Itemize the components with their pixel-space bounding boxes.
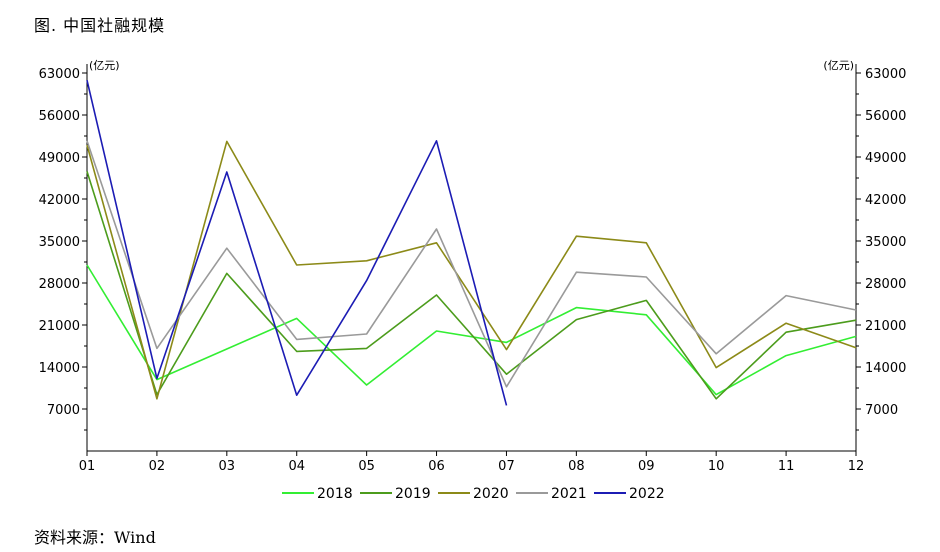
left-y-tick-label: 42000 [39, 193, 80, 208]
right-y-tick-label: 35000 [865, 235, 906, 250]
x-tick-label: 01 [79, 459, 96, 474]
left-y-tick-label: 28000 [39, 277, 80, 292]
legend-label-2020: 2020 [473, 486, 509, 502]
right-y-tick-label: 63000 [865, 67, 906, 82]
legend-label-2018: 2018 [317, 486, 353, 502]
series-line-2019 [86, 171, 857, 400]
left-y-tick-label: 14000 [39, 361, 80, 376]
x-tick-label: 08 [568, 459, 585, 474]
right-y-tick-label: 28000 [865, 277, 906, 292]
left-y-tick-label: 63000 [39, 67, 80, 82]
x-tick-label: 07 [498, 459, 515, 474]
right-y-tick-label: 14000 [865, 361, 906, 376]
figure-title: 图. 中国社融规模 [34, 16, 166, 35]
left-y-tick-label: 56000 [39, 109, 80, 124]
right-y-tick-label: 56000 [865, 109, 906, 124]
legend: 2018 2019 2020 2021 2022 [282, 486, 665, 502]
left-y-tick-label: 35000 [39, 235, 80, 250]
series-line-2022 [86, 80, 508, 406]
x-tick-label: 02 [149, 459, 166, 474]
line-chart: (亿元) (亿元) 7000 7000 14000 14000 21000 21000 2800… [39, 59, 907, 502]
left-y-tick-label: 7000 [47, 403, 80, 418]
left-y-tick-label: 21000 [39, 319, 80, 334]
series-lines [86, 80, 857, 406]
series-line-2020 [86, 140, 857, 400]
x-tick-label: 12 [848, 459, 865, 474]
right-y-tick-label: 49000 [865, 151, 906, 166]
legend-label-2022: 2022 [629, 486, 665, 502]
right-y-tick-label: 21000 [865, 319, 906, 334]
x-tick-label: 06 [428, 459, 445, 474]
source-note: 资料来源：Wind [34, 528, 156, 547]
right-y-tick-label: 42000 [865, 193, 906, 208]
series-line-2021 [86, 140, 857, 388]
x-tick-label: 11 [778, 459, 795, 474]
left-y-tick-label: 49000 [39, 151, 80, 166]
right-y-tick-label: 7000 [865, 403, 898, 418]
legend-label-2021: 2021 [551, 486, 587, 502]
x-tick-label: 04 [288, 459, 305, 474]
legend-label-2019: 2019 [395, 486, 431, 502]
x-tick-label: 05 [358, 459, 375, 474]
x-tick-label: 03 [219, 459, 236, 474]
right-axis-unit: (亿元) [823, 59, 854, 72]
left-axis-unit: (亿元) [89, 59, 120, 72]
axes: (亿元) (亿元) 7000 7000 14000 14000 21000 21000 2800… [39, 59, 907, 474]
x-tick-label: 09 [638, 459, 655, 474]
x-tick-label: 10 [708, 459, 725, 474]
